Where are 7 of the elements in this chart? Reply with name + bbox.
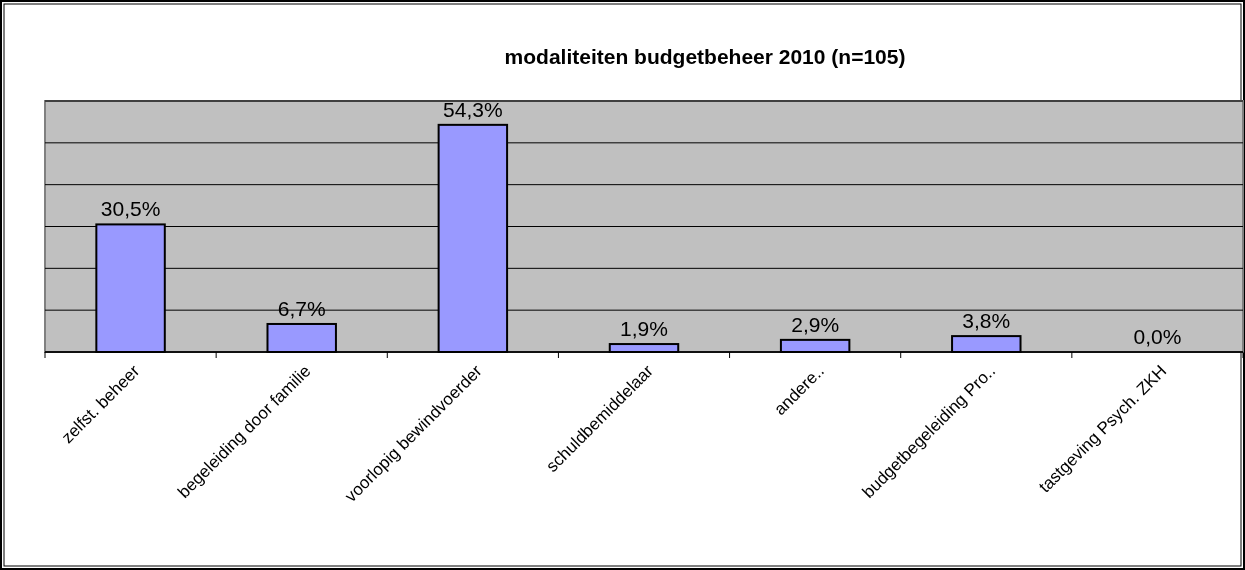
data-label: 0,0%: [1133, 325, 1182, 348]
data-label: 54,3%: [443, 97, 503, 121]
data-label: 3,8%: [962, 309, 1011, 333]
data-label: 1,9%: [620, 317, 668, 341]
data-label: 30,5%: [100, 197, 161, 221]
chart-title: modaliteiten budgetbeheer 2010 (n=105): [504, 45, 906, 68]
data-label: 2,9%: [791, 312, 840, 336]
